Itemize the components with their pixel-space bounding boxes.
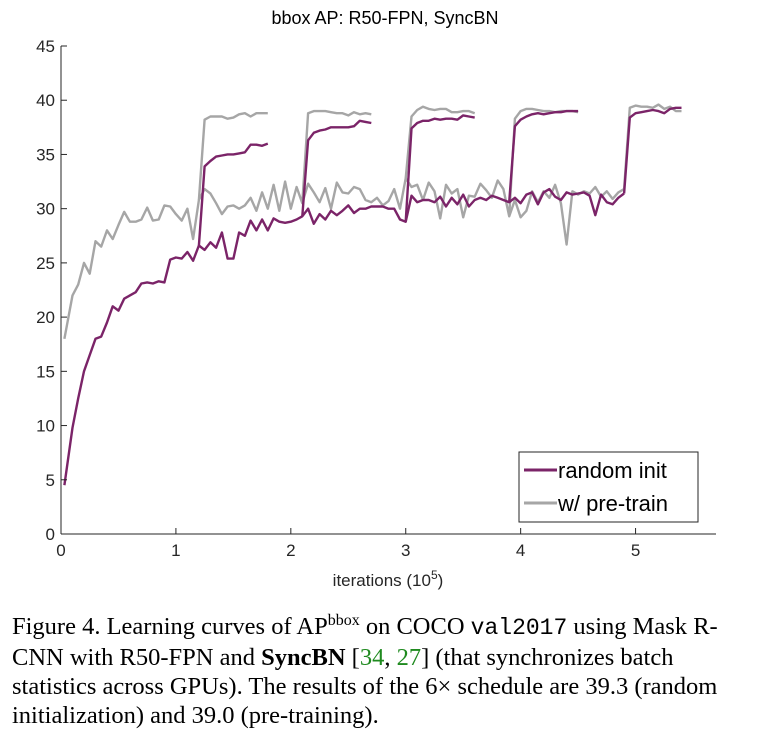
caption-superscript: bbox	[327, 612, 360, 629]
caption-text: ,	[384, 644, 397, 671]
caption-text: [	[345, 644, 360, 671]
learning-curve-chart: bbox AP: R50-FPN, SyncBN 051015202530354…	[36, 8, 716, 590]
x-tick-label: 2	[286, 541, 295, 560]
series-line-random-init-3	[404, 114, 475, 222]
series-line-random-init-1	[197, 142, 269, 246]
caption-bold: SyncBN	[261, 644, 346, 671]
y-tick-label: 40	[36, 91, 55, 110]
figure-label: Figure 4.	[12, 613, 101, 640]
y-tick-label: 30	[36, 200, 55, 219]
citation-link[interactable]: 27	[396, 644, 422, 671]
legend-box	[518, 451, 699, 523]
x-tick-label: 1	[171, 541, 180, 560]
figure-caption: Figure 4. Learning curves of APbbox on C…	[12, 612, 752, 730]
series-line-random-init-2	[301, 119, 372, 217]
series-line-pretrain-2	[301, 109, 372, 204]
y-tick-label: 20	[36, 308, 55, 327]
series-line-pretrain-5	[622, 103, 682, 190]
x-tick-label: 0	[56, 541, 65, 560]
caption-text: on COCO	[359, 613, 471, 640]
series-line-random-init-4	[508, 109, 579, 203]
y-tick-label: 10	[36, 417, 55, 436]
x-tick-label: 3	[401, 541, 410, 560]
x-axis: 0 1 2 3 4 5	[56, 528, 716, 560]
series-line-pretrain-1	[197, 111, 268, 201]
caption-text: Learning curves of AP	[100, 613, 328, 640]
legend: random init w/ pre-train	[518, 451, 699, 523]
y-tick-label: 0	[46, 525, 55, 544]
caption-text: using Mask R-CNN with R50-FPN and	[12, 613, 718, 671]
citation-link[interactable]: 34	[359, 644, 385, 671]
series-line-pretrain-4	[508, 107, 579, 217]
x-tick-label: 4	[516, 541, 525, 560]
series-line-pretrain-3	[404, 105, 476, 179]
series-line-pretrain-0	[63, 177, 625, 340]
y-tick-label: 35	[36, 145, 55, 164]
y-tick-label: 45	[36, 37, 55, 56]
x-tick-label: 5	[631, 541, 640, 560]
dataset-name: val2017	[470, 615, 568, 641]
plot-area	[63, 103, 682, 486]
y-tick-label: 15	[36, 362, 55, 381]
y-axis: 0 5 10 15 20 25 30 35 40 45	[36, 37, 67, 544]
series-line-random-init-0	[63, 187, 625, 486]
legend-label-pretrain: w/ pre-train	[557, 491, 668, 516]
series-line-random-init-5	[622, 106, 682, 194]
y-tick-label: 5	[46, 471, 55, 490]
y-tick-label: 25	[36, 254, 55, 273]
chart-title: bbox AP: R50-FPN, SyncBN	[271, 8, 498, 28]
x-axis-label: iterations (105)	[333, 568, 444, 590]
caption-text: ] (that synchronizes batch statistics ac…	[12, 644, 718, 729]
legend-label-random-init: random init	[558, 458, 667, 483]
